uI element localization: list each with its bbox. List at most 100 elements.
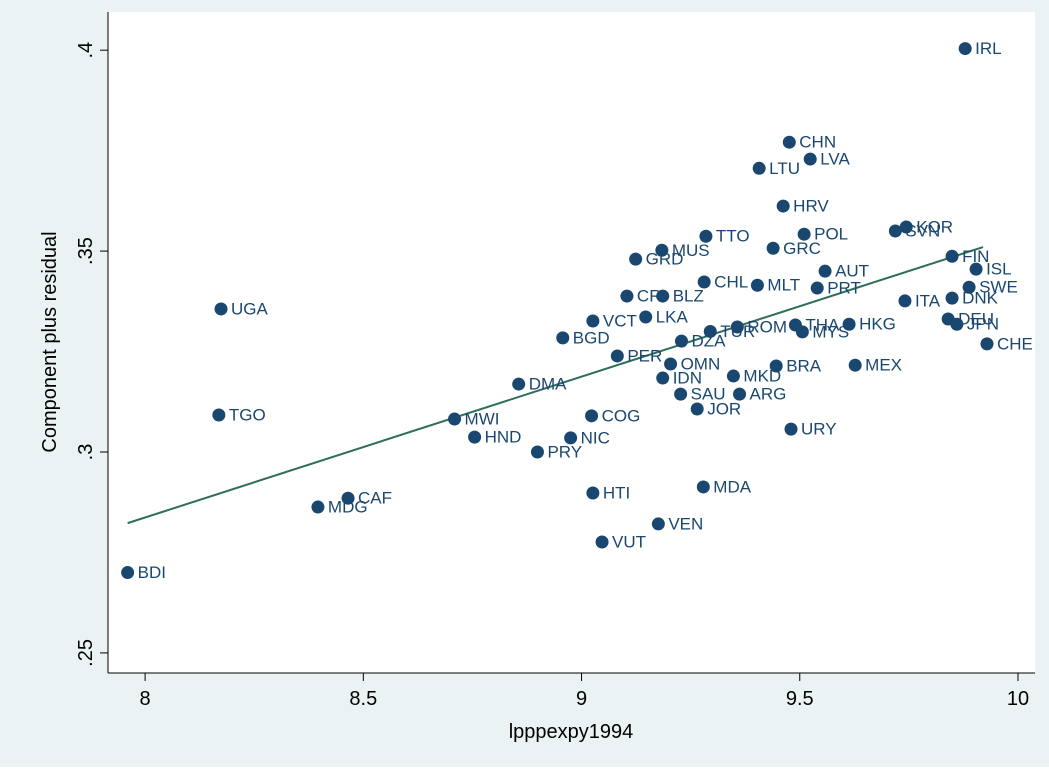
point [530, 445, 544, 459]
point-label: DMA [529, 375, 567, 394]
point [448, 412, 462, 426]
point-label: ITA [915, 291, 941, 310]
point [674, 387, 688, 401]
fit-line [127, 246, 984, 525]
point-label: MUS [672, 241, 710, 260]
point-label: NIC [581, 428, 610, 447]
point [726, 369, 740, 383]
point-label: HKG [859, 315, 896, 334]
point-label: HND [485, 428, 522, 447]
point [512, 377, 526, 391]
x-tick-label: 9 [576, 688, 587, 710]
point-label: URY [801, 420, 837, 439]
point-label: LVA [820, 150, 850, 169]
plot-area [108, 12, 1035, 673]
point [803, 152, 817, 166]
point [980, 337, 994, 351]
point [639, 310, 653, 324]
point-label: VEN [668, 514, 703, 533]
point-label: TTO [716, 227, 750, 246]
point [556, 331, 570, 345]
point-label: FIN [962, 247, 989, 266]
point-label: GRD [646, 250, 684, 269]
point-label: MYS [812, 322, 849, 341]
point [655, 243, 669, 257]
y-tick-label: .3 [75, 444, 97, 461]
point [629, 252, 643, 266]
point [586, 486, 600, 500]
point-label: VUT [612, 532, 646, 551]
point [651, 517, 665, 531]
point [945, 291, 959, 305]
point-label: HRV [793, 197, 829, 216]
point-label: MDA [713, 477, 751, 496]
point-label: SAU [691, 385, 726, 404]
point [656, 289, 670, 303]
point [888, 224, 902, 238]
point [750, 278, 764, 292]
point [969, 262, 983, 276]
point [769, 359, 783, 373]
point [776, 199, 790, 213]
point-label: THA [805, 316, 840, 335]
point-label: BRA [786, 356, 822, 375]
point [674, 334, 688, 348]
point [898, 294, 912, 308]
point [664, 357, 678, 371]
point [696, 480, 710, 494]
point-label: PER [627, 346, 662, 365]
point-label: AUT [835, 262, 869, 281]
y-tick-label: .25 [75, 639, 97, 667]
point [690, 402, 704, 416]
point-label: DEU [958, 309, 994, 328]
point [341, 491, 355, 505]
point-label: TGO [229, 406, 266, 425]
point-label: BLZ [673, 287, 704, 306]
point [697, 275, 711, 289]
point-label: DZA [691, 332, 726, 351]
point-label: GRC [783, 239, 821, 258]
point [121, 566, 135, 580]
point-label: LTU [769, 159, 800, 178]
point [797, 227, 811, 241]
point [610, 349, 624, 363]
point [730, 320, 744, 334]
point [945, 249, 959, 263]
point-label: SWE [979, 278, 1018, 297]
point [848, 358, 862, 372]
point-label: ISL [986, 260, 1012, 279]
point [766, 241, 780, 255]
point [795, 325, 809, 339]
point [620, 289, 634, 303]
point-label: OMN [681, 354, 721, 373]
x-tick-label: 10 [1007, 688, 1029, 710]
point-label: COG [602, 406, 641, 425]
point-label: MDG [328, 498, 368, 517]
y-tick-label: .4 [75, 42, 97, 59]
x-tick-label: 9.5 [786, 688, 814, 710]
x-tick-label: 8 [140, 688, 151, 710]
point [585, 409, 599, 423]
point [733, 387, 747, 401]
point [311, 500, 325, 514]
point-label: POL [814, 225, 848, 244]
point-label: ROM [747, 318, 787, 337]
point [782, 135, 796, 149]
y-axis-label: Component plus residual [39, 231, 61, 452]
point [703, 324, 717, 338]
point-label: UGA [231, 299, 269, 318]
point-label: MEX [865, 356, 902, 375]
point [842, 317, 856, 331]
point-label: SVN [905, 221, 940, 240]
point-label: MWI [465, 410, 500, 429]
point-label: BDI [138, 563, 166, 582]
point [468, 430, 482, 444]
point [818, 264, 832, 278]
point [564, 431, 578, 445]
point-label: BGD [573, 328, 610, 347]
point-label: HTI [603, 483, 630, 502]
point-label: IDN [673, 369, 702, 388]
point [595, 535, 609, 549]
